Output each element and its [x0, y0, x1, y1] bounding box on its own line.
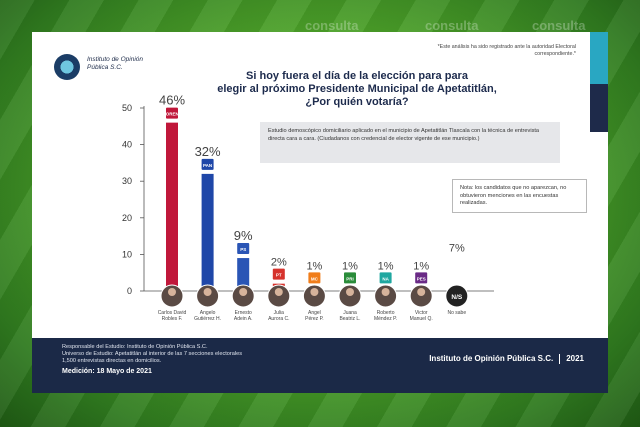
party-logo-label: PRI — [346, 276, 354, 281]
party-logo-label: NA — [382, 276, 389, 281]
footer-date: Medición: 18 Mayo de 2021 — [62, 367, 152, 375]
footer-year: 2021 — [566, 354, 584, 364]
accent-bar-teal — [590, 32, 608, 84]
logo-icon — [54, 54, 80, 80]
candidate-name-line: Roberto — [377, 310, 395, 316]
candidate-name-line: Beatriz L. — [339, 316, 360, 322]
y-tick-label: 50 — [122, 103, 132, 113]
study-methodology: Estudio demoscópico domiciliario aplicad… — [260, 122, 560, 163]
bar-value-label: 2% — [271, 257, 287, 269]
candidate-name-line: Julia — [274, 310, 285, 316]
footer-brand-name: Instituto de Opinión Pública S.C. — [429, 354, 554, 364]
y-tick-label: 40 — [122, 140, 132, 150]
candidate-name-line: Pérez P. — [305, 316, 324, 322]
party-logo-icon — [415, 272, 428, 284]
candidate-name-line: Gutiérrez H. — [194, 316, 221, 322]
watermark: consulta — [425, 18, 479, 33]
candidate-face-icon — [417, 288, 426, 296]
bar-value-label: 1% — [306, 260, 322, 272]
watermark: consulta — [532, 18, 586, 33]
bar — [237, 258, 250, 291]
footer-universe: Universo de Estudio: Apetatitlán al inte… — [62, 351, 243, 358]
y-tick-label: 30 — [122, 176, 132, 186]
party-logo-icon — [201, 158, 214, 170]
candidate-name-line: Juana — [343, 310, 357, 316]
candidate-name-line: Robles F. — [162, 316, 183, 322]
accent-bar-navy — [590, 84, 608, 132]
candidate-face-icon — [346, 288, 354, 296]
bar-value-label: 1% — [378, 260, 394, 272]
party-logo-icon — [272, 268, 285, 280]
title-line: ¿Por quién votaría? — [305, 96, 409, 108]
y-tick-label: 0 — [127, 286, 132, 296]
party-logo-label: MORENA — [162, 112, 183, 117]
bar — [166, 122, 178, 291]
y-tick-label: 10 — [122, 249, 132, 259]
candidate-face-icon — [381, 288, 390, 296]
candidate-name-line: Ernesto — [235, 310, 252, 316]
candidates-note: Nota: los candidatos que no aparezcan, n… — [452, 179, 587, 213]
candidate-name-line: Méndez P. — [374, 316, 397, 322]
party-logo-icon — [237, 243, 250, 255]
candidate-name-line: Manuel Q. — [410, 316, 433, 322]
bar-value-label: 32% — [195, 144, 221, 159]
avatar-label: N/S — [451, 294, 463, 301]
candidate-face-icon — [274, 288, 283, 296]
candidate-face-icon — [310, 288, 319, 296]
party-logo-label: PAN — [203, 163, 212, 168]
party-logo-label: PES — [417, 276, 426, 281]
bar — [201, 173, 214, 291]
party-logo-icon — [166, 107, 178, 119]
candidate-name-line: Angelo — [200, 310, 216, 316]
candidate-name-line: Aurora C. — [268, 316, 289, 322]
candidate-face-icon — [168, 288, 176, 296]
footer-divider — [559, 354, 561, 364]
bar-value-label: 1% — [413, 260, 429, 272]
candidate-avatar-icon — [445, 284, 469, 308]
disclaimer: *Este análisis ha sido registrado ante l… — [437, 44, 576, 57]
party-logo-label: PS — [240, 247, 246, 252]
watermark: consulta — [305, 18, 359, 33]
footer-brand: Instituto de Opinión Pública S.C. 2021 — [429, 354, 584, 364]
party-logo-label: MC — [311, 276, 319, 281]
candidate-name-line: Victor — [415, 310, 428, 316]
bar-value-label: 1% — [342, 260, 358, 272]
bar-value-label: 7% — [449, 242, 465, 254]
infographic-card: Instituto de Opinión Pública S.C. *Este … — [32, 32, 608, 393]
candidate-name-line: Carlos David — [158, 310, 187, 316]
bar-value-label: 9% — [234, 228, 253, 243]
footer-sample: 1,500 entrevistas directas en domicilios… — [62, 358, 162, 365]
footer-bar — [32, 338, 608, 393]
party-logo-label: PT — [276, 273, 282, 278]
party-logo-icon — [308, 272, 321, 284]
chart-title: Si hoy fuera el día de la elección para … — [207, 70, 507, 109]
candidate-name-line: Angel — [308, 310, 321, 316]
footer-info: Responsable del Estudio: Instituto de Op… — [62, 344, 242, 375]
logo-text: Instituto de Opinión Pública S.C. — [87, 56, 144, 71]
candidate-name-line: No sabe — [447, 310, 466, 316]
bar-value-label: 46% — [159, 93, 185, 108]
party-logo-icon — [379, 272, 392, 284]
y-tick-label: 20 — [122, 213, 132, 223]
party-logo-icon — [344, 272, 356, 284]
candidate-face-icon — [203, 288, 212, 296]
title-line: Si hoy fuera el día de la elección para … — [246, 70, 468, 82]
candidate-face-icon — [239, 288, 248, 296]
candidate-name-line: Adein A. — [234, 316, 253, 322]
footer-responsible: Responsable del Estudio: Instituto de Op… — [62, 344, 208, 350]
title-line: elegir al próximo Presidente Municipal d… — [217, 83, 497, 95]
